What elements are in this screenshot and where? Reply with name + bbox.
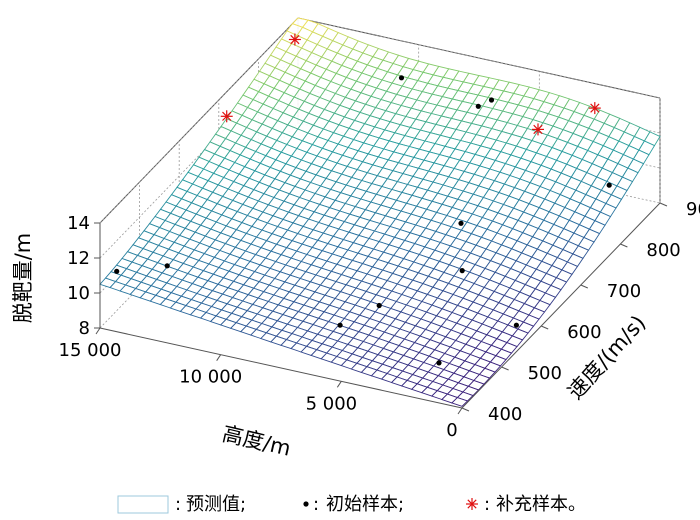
x-tick-label: 15 000 (59, 340, 122, 361)
y-tick (580, 284, 588, 289)
initial-sample-point (376, 302, 382, 309)
initial-sample-point (398, 75, 405, 81)
x-tick (336, 381, 342, 388)
y-tick-label: 500 (528, 363, 562, 384)
y-tick-label: 600 (567, 322, 601, 343)
x-axis-label: 高度/m (220, 422, 293, 461)
legend-separator: : (175, 494, 181, 515)
supplementary-sample-point (532, 123, 544, 136)
x-tick (457, 407, 463, 415)
y-tick (501, 366, 509, 371)
supplementary-sample-point (220, 110, 233, 123)
initial-sample-point (513, 322, 520, 328)
z-tick-label: 14 (67, 213, 90, 234)
legend-separator: : (484, 494, 490, 515)
supplementary-sample-point (588, 102, 601, 115)
z-tick-label: 10 (67, 283, 90, 304)
y-tick (620, 243, 628, 248)
legend: : 预测值; : 初始样本; : 补充样本。 (117, 494, 586, 515)
star-stroke (467, 499, 477, 509)
initial-sample-point (488, 97, 495, 103)
initial-sample-point (458, 220, 464, 226)
legend-label-supplementary: 补充样本。 (496, 494, 586, 515)
y-tick-label: 700 (607, 281, 641, 302)
star-stroke (533, 124, 543, 135)
star-stroke (222, 111, 232, 121)
initial-sample-point (337, 322, 343, 328)
z-tick-label: 8 (79, 318, 90, 339)
x-tick-label: 10 000 (179, 367, 242, 388)
y-tick-label: 900 (686, 199, 700, 220)
y-tick (659, 202, 668, 207)
initial-sample-point (459, 268, 465, 274)
grid-line-z (99, 17, 299, 224)
legend-separator: : (313, 494, 319, 515)
y-tick-label: 800 (646, 240, 680, 261)
initial-sample-point (606, 182, 612, 188)
y-tick-label: 400 (488, 404, 522, 425)
legend-dot-marker (303, 501, 309, 507)
supplementary-sample-point (288, 33, 301, 46)
star-stroke (290, 34, 300, 45)
legend-label-predicted: 预测值; (186, 494, 246, 515)
initial-sample-point (475, 103, 481, 109)
legend-surface-patch (117, 495, 169, 514)
axes-box-front (94, 202, 668, 415)
grid-line-z (297, 17, 661, 99)
initial-sample-point (114, 268, 120, 274)
legend-star-marker (466, 498, 478, 510)
z-tick-label: 12 (67, 248, 90, 269)
z-axis-label: 脱靶量/m (11, 233, 35, 324)
y-axis-line (461, 202, 661, 409)
initial-sample-point (436, 360, 442, 366)
star-stroke (590, 103, 600, 113)
x-tick-label: 5 000 (306, 393, 358, 414)
y-tick (461, 407, 470, 412)
initial-sample-markers (114, 75, 612, 366)
supplementary-sample-markers (220, 33, 601, 136)
y-tick (541, 325, 549, 330)
surface-cell (451, 397, 469, 407)
legend-label-initial: 初始样本; (326, 494, 404, 515)
x-tick (216, 354, 222, 361)
x-tick (95, 327, 101, 335)
x-axis-line (99, 327, 463, 409)
surface-mesh (99, 17, 661, 407)
initial-sample-point (164, 263, 170, 269)
x-tick-label: 0 (446, 420, 457, 441)
legend-star-glyph (466, 498, 478, 510)
